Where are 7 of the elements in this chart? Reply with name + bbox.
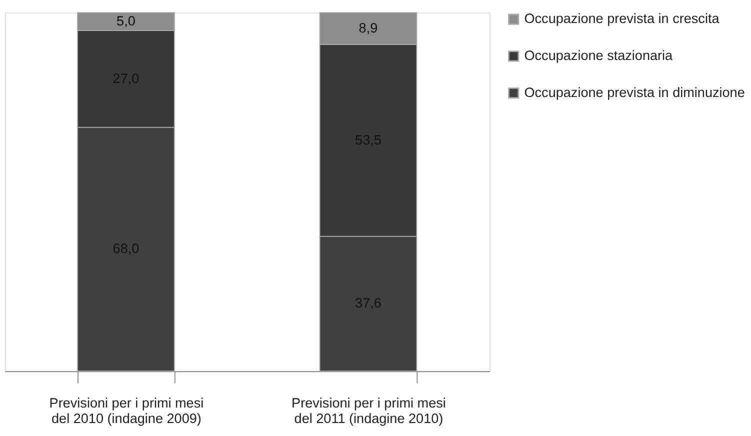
x-tick-label: Previsioni per i primi mesi del 2010 (indagine 2009) bbox=[49, 395, 204, 426]
x-tick-label: Previsioni per i primi mesi del 2011 (indagine 2010) bbox=[292, 395, 446, 426]
data-label: 8,9 bbox=[358, 20, 378, 36]
legend-label: Occupazione prevista in crescita bbox=[524, 11, 720, 26]
legend-label: Occupazione stazionaria bbox=[524, 48, 674, 64]
data-label: 5,0 bbox=[116, 13, 136, 28]
legend-label: Occupazione prevista in diminuzione bbox=[524, 84, 745, 100]
